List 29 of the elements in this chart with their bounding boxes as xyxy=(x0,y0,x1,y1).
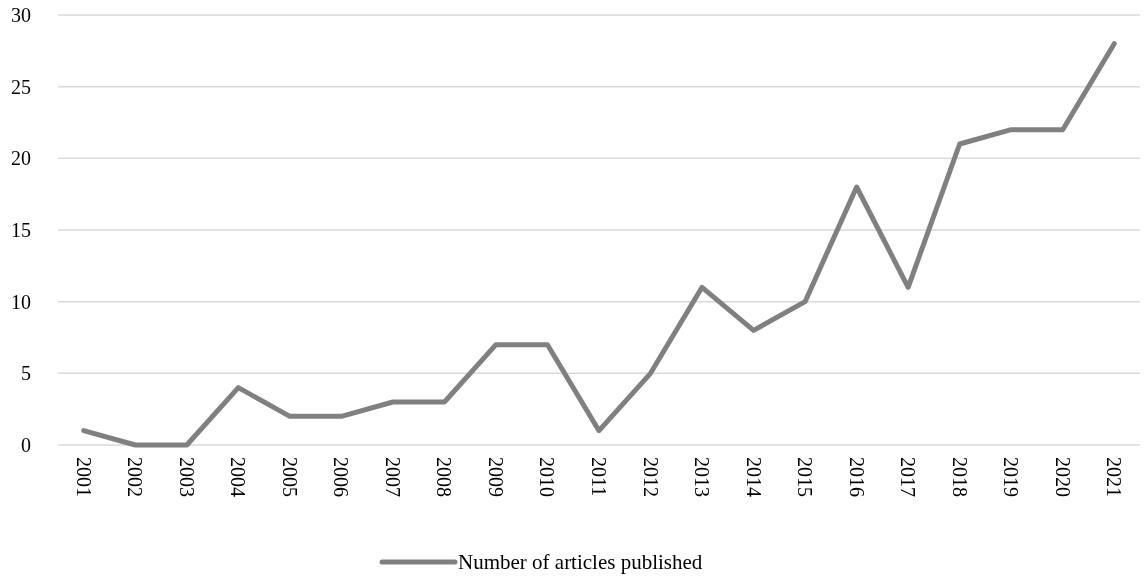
y-tick-label: 25 xyxy=(11,75,31,98)
x-tick-label: 2020 xyxy=(1051,457,1074,497)
x-tick-label: 2019 xyxy=(1000,457,1023,497)
y-tick-label: 20 xyxy=(11,147,31,170)
x-tick-label: 2006 xyxy=(330,457,353,497)
y-tick-label: 10 xyxy=(11,290,31,313)
x-tick-label: 2016 xyxy=(845,457,868,497)
x-tick-label: 2011 xyxy=(588,457,610,497)
x-tick-label: 2007 xyxy=(381,457,404,497)
x-tick-label: 2004 xyxy=(227,457,250,497)
x-tick-label: 2005 xyxy=(278,457,301,497)
x-tick-label: 2021 xyxy=(1103,457,1126,497)
y-tick-label: 30 xyxy=(11,4,31,26)
x-tick-label: 2002 xyxy=(124,457,147,497)
y-tick-label: 0 xyxy=(21,434,31,456)
y-tick-label: 15 xyxy=(11,219,31,241)
x-tick-label: 2010 xyxy=(536,457,559,497)
legend-label: Number of articles published xyxy=(458,550,703,575)
x-tick-label: 2003 xyxy=(175,457,198,497)
x-tick-label: 2015 xyxy=(794,457,817,497)
x-tick-label: 2009 xyxy=(484,457,507,497)
x-tick-label: 2012 xyxy=(639,457,662,497)
x-tick-label: 2001 xyxy=(72,457,95,497)
x-tick-label: 2017 xyxy=(897,457,920,497)
x-tick-label: 2018 xyxy=(948,457,971,497)
x-tick-label: 2008 xyxy=(433,457,456,497)
y-tick-label: 5 xyxy=(21,362,31,385)
x-tick-label: 2014 xyxy=(742,457,765,497)
x-tick-label: 2013 xyxy=(691,457,714,497)
